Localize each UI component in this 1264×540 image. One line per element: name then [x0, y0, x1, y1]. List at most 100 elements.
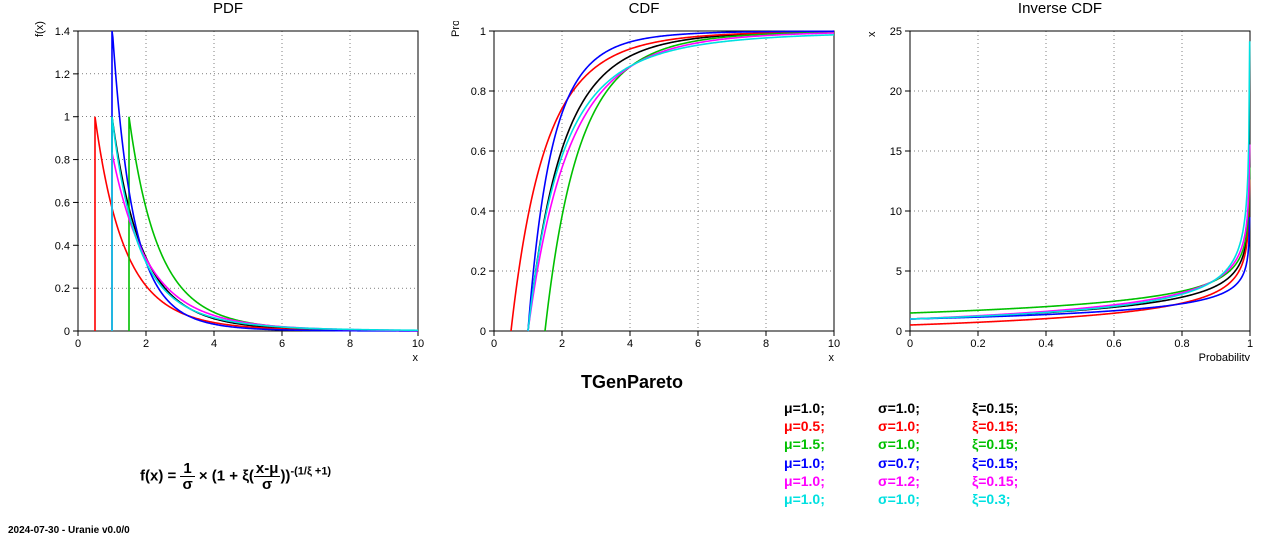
series-line: [528, 31, 834, 331]
svg-text:0: 0: [907, 338, 913, 350]
legend-cell: σ=1.2;: [878, 472, 948, 490]
svg-text:25: 25: [890, 26, 902, 38]
legend-row: μ=1.0; σ=1.2; ξ=0.15;: [784, 472, 1204, 490]
svg-text:1.4: 1.4: [55, 26, 70, 38]
svg-text:10: 10: [890, 206, 902, 218]
pdf-panel: PDF 024681000.20.40.60.811.21.4xf(x): [28, 0, 428, 366]
svg-text:0.2: 0.2: [970, 338, 985, 350]
legend-row: μ=1.5; σ=1.0; ξ=0.15;: [784, 435, 1204, 453]
svg-text:1: 1: [480, 26, 486, 38]
series-line: [95, 117, 418, 331]
icdf-chart: 00.20.40.60.810510152025Probabilityx: [860, 21, 1260, 361]
svg-text:x: x: [829, 352, 835, 361]
legend-cell: μ=1.0;: [784, 454, 854, 472]
svg-text:10: 10: [412, 338, 424, 350]
svg-text:1: 1: [64, 112, 70, 124]
series-line: [129, 117, 418, 331]
legend: μ=1.0;σ=1.0;ξ=0.15;μ=0.5;σ=1.0;ξ=0.15;μ=…: [784, 399, 1264, 508]
formula-exp: -(1/ξ +1): [290, 465, 331, 477]
svg-text:0.6: 0.6: [55, 197, 70, 209]
svg-text:0.8: 0.8: [471, 86, 486, 98]
formula-frac1: 1 σ: [180, 461, 194, 492]
svg-text:Probability: Probability: [1199, 352, 1251, 361]
series-line: [910, 168, 1250, 313]
svg-text:0: 0: [491, 338, 497, 350]
legend-cell: μ=1.0;: [784, 399, 854, 417]
series-line: [910, 180, 1250, 325]
legend-cell: σ=1.0;: [878, 435, 948, 453]
svg-text:4: 4: [211, 338, 217, 350]
legend-row: μ=1.0;σ=1.0;ξ=0.3;: [784, 490, 1204, 508]
svg-text:0.6: 0.6: [471, 146, 486, 158]
svg-text:8: 8: [763, 338, 769, 350]
legend-cell: σ=0.7;: [878, 454, 948, 472]
formula-frac2: x-μ σ: [254, 461, 281, 492]
formula: f(x) = 1 σ × (1 + ξ( x-μ σ ))-(1/ξ +1): [0, 399, 784, 508]
svg-text:0.8: 0.8: [1174, 338, 1189, 350]
legend-cell: ξ=0.15;: [972, 472, 1042, 490]
series-line: [528, 33, 834, 331]
legend-row: μ=1.0; σ=0.7; ξ=0.15;: [784, 454, 1204, 472]
svg-text:x: x: [866, 31, 878, 37]
series-line: [910, 41, 1250, 319]
series-line: [528, 32, 834, 331]
legend-cell: ξ=0.15;: [972, 454, 1042, 472]
formula-mid: × (1 + ξ(: [199, 467, 254, 484]
legend-cell: μ=0.5;: [784, 417, 854, 435]
svg-text:0: 0: [896, 326, 902, 338]
svg-text:0.4: 0.4: [1038, 338, 1053, 350]
svg-text:0: 0: [64, 326, 70, 338]
series-line: [545, 32, 834, 331]
formula-tail: )): [280, 467, 290, 484]
svg-text:0.6: 0.6: [1106, 338, 1121, 350]
svg-text:4: 4: [627, 338, 633, 350]
svg-text:1.2: 1.2: [55, 69, 70, 81]
svg-text:0: 0: [480, 326, 486, 338]
svg-text:f(x): f(x): [34, 21, 46, 37]
series-line: [112, 152, 418, 331]
pdf-title: PDF: [28, 0, 428, 17]
svg-text:8: 8: [347, 338, 353, 350]
svg-text:0: 0: [75, 338, 81, 350]
legend-cell: σ=1.0;: [878, 399, 948, 417]
series-line: [528, 35, 834, 331]
legend-cell: ξ=0.3;: [972, 490, 1042, 508]
svg-text:20: 20: [890, 86, 902, 98]
pdf-chart: 024681000.20.40.60.811.21.4xf(x): [28, 21, 428, 361]
svg-text:1: 1: [1247, 338, 1253, 350]
svg-text:6: 6: [279, 338, 285, 350]
icdf-title: Inverse CDF: [860, 0, 1260, 17]
cdf-panel: CDF 0 2 4 6 8 10 0 0.2 0.4 0.6 0.8 1 x Probability: [444, 0, 844, 366]
main-title: TGenPareto: [0, 372, 1264, 393]
cdf-chart: 0 2 4 6 8 10 0 0.2 0.4 0.6 0.8 1 x Probability: [444, 21, 844, 361]
footer-text: 2024-07-30 - Uranie v0.0/0: [8, 525, 130, 536]
legend-cell: ξ=0.15;: [972, 417, 1042, 435]
svg-text:0.2: 0.2: [471, 266, 486, 278]
series-line: [112, 31, 418, 331]
series-line: [910, 174, 1250, 319]
svg-text:0.2: 0.2: [55, 283, 70, 295]
svg-text:0.8: 0.8: [55, 155, 70, 167]
svg-text:x: x: [413, 352, 419, 361]
svg-text:15: 15: [890, 146, 902, 158]
legend-cell: ξ=0.15;: [972, 435, 1042, 453]
bottom-row: f(x) = 1 σ × (1 + ξ( x-μ σ ))-(1/ξ +1) μ…: [0, 399, 1264, 508]
svg-text:2: 2: [559, 338, 565, 350]
svg-text:10: 10: [828, 338, 840, 350]
legend-row: μ=0.5; σ=1.0; ξ=0.15;: [784, 417, 1204, 435]
svg-text:5: 5: [896, 266, 902, 278]
legend-cell: μ=1.0;: [784, 472, 854, 490]
svg-text:6: 6: [695, 338, 701, 350]
cdf-title: CDF: [444, 0, 844, 17]
panel-row: PDF 024681000.20.40.60.811.21.4xf(x) CDF…: [0, 0, 1264, 366]
legend-cell: ξ=0.15;: [972, 399, 1042, 417]
icdf-panel: Inverse CDF 00.20.40.60.810510152025Prob…: [860, 0, 1260, 366]
svg-text:0.4: 0.4: [471, 206, 486, 218]
series-line: [511, 32, 834, 331]
formula-lhs: f(x) =: [140, 467, 180, 484]
svg-text:2: 2: [143, 338, 149, 350]
legend-cell: μ=1.5;: [784, 435, 854, 453]
legend-cell: σ=1.0;: [878, 417, 948, 435]
legend-row: μ=1.0; σ=1.0; ξ=0.15;: [784, 399, 1204, 417]
svg-text:Probability: Probability: [450, 21, 462, 37]
